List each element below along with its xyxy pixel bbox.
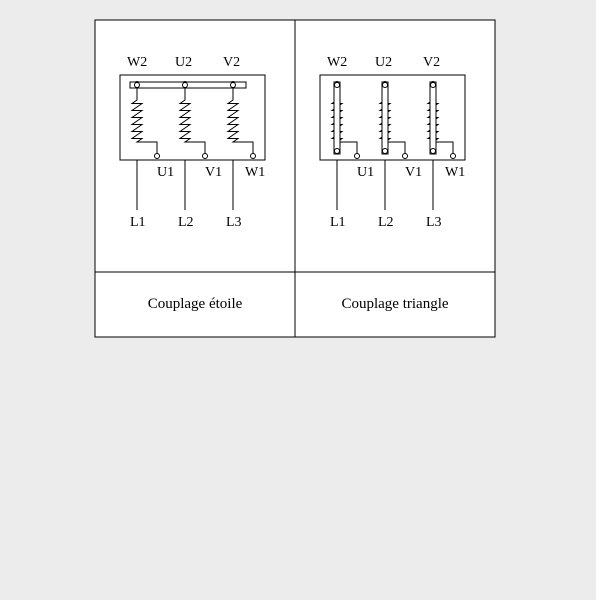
top-label-star-1: U2 bbox=[175, 55, 192, 71]
bot-terminal-star-1 bbox=[203, 154, 208, 159]
bot-label-star-1: V1 bbox=[205, 165, 222, 181]
top-label-delta-2: V2 bbox=[423, 55, 440, 71]
top-label-delta-0: W2 bbox=[327, 55, 347, 71]
top-label-delta-1: U2 bbox=[375, 55, 392, 71]
lead-label-star-1: L2 bbox=[178, 215, 194, 231]
bot-terminal-delta-1 bbox=[403, 154, 408, 159]
vbridge-top-screw-delta-1 bbox=[383, 83, 388, 88]
vbridge-delta-0 bbox=[334, 82, 340, 154]
bot-label-delta-0: U1 bbox=[357, 165, 374, 181]
lead-label-delta-2: L3 bbox=[426, 215, 442, 231]
bot-terminal-star-2 bbox=[251, 154, 256, 159]
bot-label-star-2: W1 bbox=[245, 165, 265, 181]
vbridge-delta-1 bbox=[382, 82, 388, 154]
bridge-screw-star-0 bbox=[135, 83, 140, 88]
top-label-star-2: V2 bbox=[223, 55, 240, 71]
bot-label-star-0: U1 bbox=[157, 165, 174, 181]
top-label-star-0: W2 bbox=[127, 55, 147, 71]
lead-label-star-2: L3 bbox=[226, 215, 242, 231]
vbridge-bot-screw-delta-1 bbox=[383, 149, 388, 154]
vbridge-bot-screw-delta-2 bbox=[431, 149, 436, 154]
bot-label-delta-1: V1 bbox=[405, 165, 422, 181]
bot-terminal-delta-0 bbox=[355, 154, 360, 159]
bot-terminal-delta-2 bbox=[451, 154, 456, 159]
caption-delta: Couplage triangle bbox=[295, 296, 495, 313]
lead-label-delta-0: L1 bbox=[330, 215, 346, 231]
bot-label-delta-2: W1 bbox=[445, 165, 465, 181]
vbridge-top-screw-delta-0 bbox=[335, 83, 340, 88]
bot-terminal-star-0 bbox=[155, 154, 160, 159]
vbridge-delta-2 bbox=[430, 82, 436, 154]
bridge-screw-star-2 bbox=[231, 83, 236, 88]
vbridge-top-screw-delta-2 bbox=[431, 83, 436, 88]
bridge-screw-star-1 bbox=[183, 83, 188, 88]
lead-label-star-0: L1 bbox=[130, 215, 146, 231]
lead-label-delta-1: L2 bbox=[378, 215, 394, 231]
caption-star: Couplage étoile bbox=[95, 296, 295, 313]
vbridge-bot-screw-delta-0 bbox=[335, 149, 340, 154]
